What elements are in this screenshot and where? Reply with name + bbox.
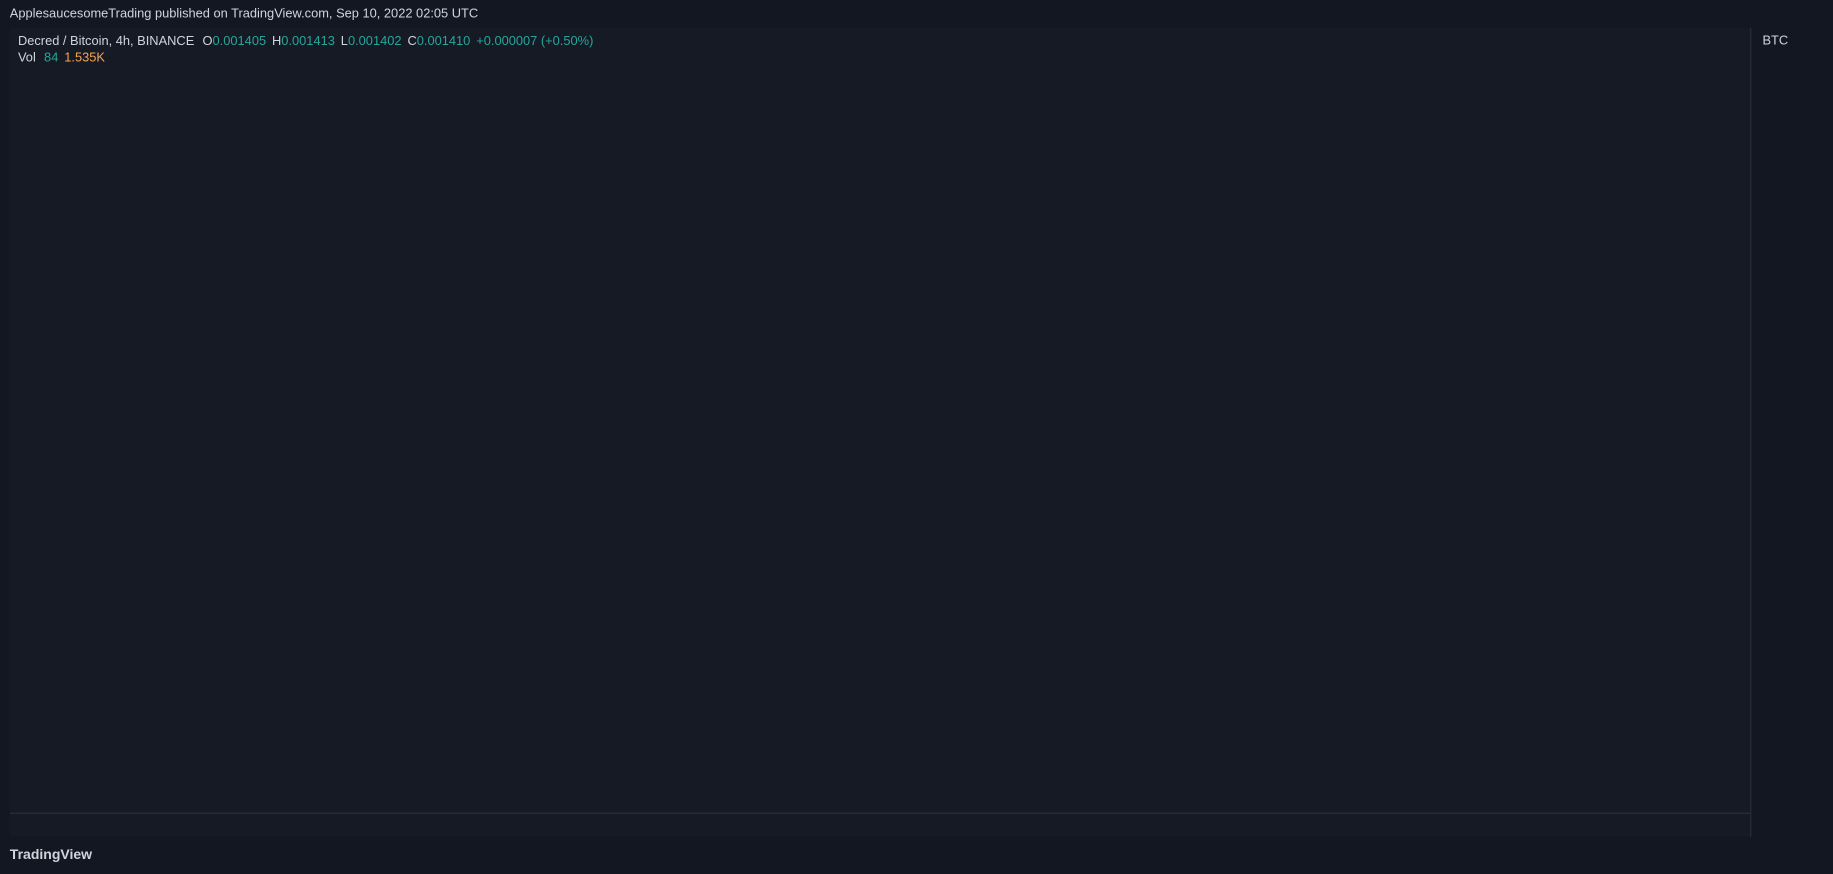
- axis-unit: BTC: [1762, 32, 1788, 47]
- volume-label: Vol: [18, 50, 36, 65]
- volume-value: 84: [44, 50, 58, 65]
- ohlc-value: 0.001413: [281, 33, 335, 48]
- ohlc-value: 0.001405: [213, 33, 267, 48]
- volume-average: 1.535K: [64, 50, 105, 65]
- footer-logo: TradingView: [10, 846, 92, 862]
- ohlc-label: L: [341, 33, 348, 48]
- ohlc-value: 0.001410: [417, 33, 471, 48]
- ohlc-label: O: [203, 33, 213, 48]
- ohlc-label: H: [272, 33, 281, 48]
- plot-area: [9, 28, 1751, 837]
- symbol-legend: Decred / Bitcoin, 4h, BINANCE O0.001405 …: [18, 33, 593, 48]
- volume-legend: Vol 84 1.535K: [18, 50, 105, 65]
- ohlc-value: 0.001402: [348, 33, 402, 48]
- symbol: Decred / Bitcoin, 4h, BINANCE: [18, 33, 195, 48]
- header: ApplesaucesomeTrading published on Tradi…: [10, 5, 478, 20]
- change: +0.000007 (+0.50%): [476, 33, 593, 48]
- ohlc-label: C: [407, 33, 416, 48]
